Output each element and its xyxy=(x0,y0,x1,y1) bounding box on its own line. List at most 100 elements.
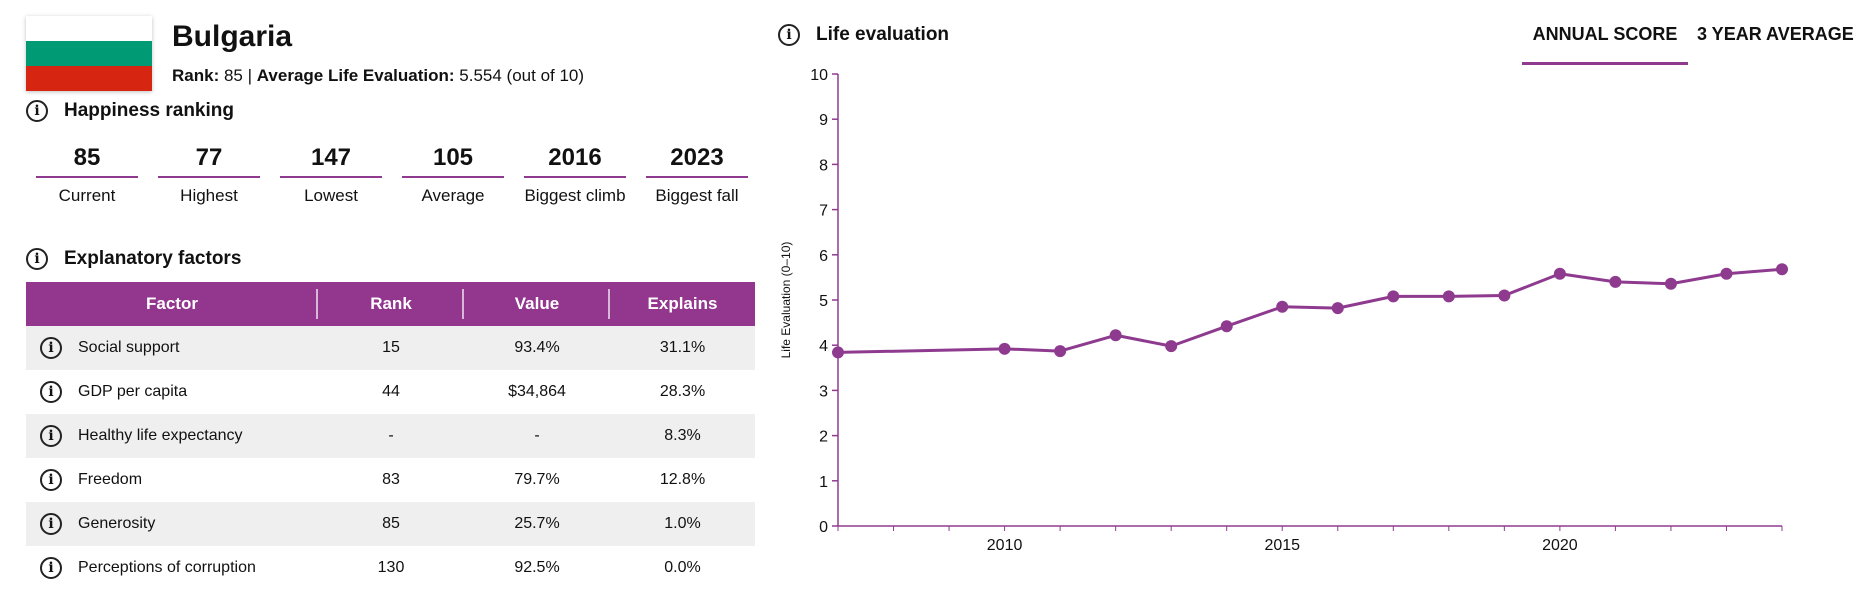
stat-highest: 77 Highest xyxy=(158,140,260,210)
column-header-factor: Factor xyxy=(26,282,318,326)
data-point xyxy=(832,346,844,359)
factor-rank: - xyxy=(318,414,464,458)
factor-rank: 44 xyxy=(382,383,400,400)
factor-value: 25.7% xyxy=(464,502,610,546)
column-header-value: Value xyxy=(464,282,610,326)
summary-separator: | xyxy=(247,66,253,85)
factor-rank: 85 xyxy=(318,502,464,546)
avg-label: Average Life Evaluation: xyxy=(256,66,455,85)
flag-stripe-white xyxy=(26,16,152,41)
stat-value: 2023 xyxy=(646,140,748,178)
rank-label: Rank: xyxy=(172,66,220,85)
y-tick-label: 10 xyxy=(810,67,828,84)
info-icon[interactable]: i xyxy=(26,248,48,270)
stat-value: 147 xyxy=(280,140,382,178)
flag-stripe-red xyxy=(26,66,152,91)
factor-name: Generosity xyxy=(78,515,156,532)
stat-label: Current xyxy=(58,186,116,205)
life-evaluation-chart: 0 1 2 3 4 5 6 7 8 9 10 2010 2015 2020 Life Evaluation … xyxy=(779,67,1788,554)
data-point xyxy=(1220,320,1233,333)
stat-value: 85 xyxy=(36,140,138,178)
stat-biggest-climb: 2016 Biggest climb xyxy=(524,140,626,210)
info-icon[interactable]: i xyxy=(40,381,62,403)
x-tick-label: 2010 xyxy=(987,537,1023,554)
data-point xyxy=(1442,290,1455,303)
y-tick-label: 2 xyxy=(819,429,828,446)
stat-biggest-fall: 2023 Biggest fall xyxy=(646,140,748,210)
factors-table-wrapper: Factor Rank Value Explains i Social suppo… xyxy=(26,282,755,590)
data-point xyxy=(998,342,1011,355)
stat-label: Biggest fall xyxy=(655,186,739,205)
y-tick-label: 0 xyxy=(819,519,828,536)
y-tick-label: 8 xyxy=(819,157,828,174)
tab-3-year-average[interactable]: 3 YEAR AVERAGE xyxy=(1697,24,1854,44)
data-point xyxy=(1276,300,1289,313)
factor-name: Social support xyxy=(78,339,180,356)
factor-rank: 130 xyxy=(377,559,405,576)
stat-value: 77 xyxy=(158,140,260,178)
factor-rank: 15 xyxy=(318,326,464,370)
country-summary: Rank: 85 | Average Life Evaluation: 5.55… xyxy=(172,66,584,86)
country-flag xyxy=(26,16,152,91)
factor-value: $34,864 xyxy=(508,383,566,400)
info-icon[interactable]: i xyxy=(40,557,62,579)
factor-name: Freedom xyxy=(78,471,143,488)
y-tick-label: 9 xyxy=(819,112,828,129)
info-icon[interactable]: i xyxy=(40,469,62,491)
y-tick-label: 4 xyxy=(819,338,828,355)
factor-rank: 83 xyxy=(382,471,400,488)
factor-name: GDP per capita xyxy=(78,383,188,400)
data-point xyxy=(1109,329,1122,342)
country-name: Bulgaria xyxy=(172,20,293,53)
column-header-explains: Explains xyxy=(610,282,755,326)
data-point xyxy=(1498,289,1511,302)
table-row: i Freedom 83 79.7% 12.8% xyxy=(26,458,755,502)
table-header-row: Factor Rank Value Explains xyxy=(26,282,755,326)
stat-current: 85 Current xyxy=(36,140,138,210)
factor-explains: 28.3% xyxy=(659,383,706,400)
factor-explains: 1.0% xyxy=(610,502,755,546)
factor-explains: 31.1% xyxy=(610,326,755,370)
stat-label: Highest xyxy=(180,186,238,205)
y-tick-label: 3 xyxy=(819,383,828,400)
x-tick-label: 2015 xyxy=(1264,537,1300,554)
tab-annual-score[interactable]: ANNUAL SCORE xyxy=(1522,24,1688,65)
info-icon[interactable]: i xyxy=(40,425,62,447)
data-point xyxy=(1553,267,1566,280)
stat-lowest: 147 Lowest xyxy=(280,140,382,210)
info-icon[interactable]: i xyxy=(40,513,62,535)
table-row: i Healthy life expectancy - - 8.3% xyxy=(26,414,755,458)
factor-name: Healthy life expectancy xyxy=(78,427,243,444)
factor-explains: 12.8% xyxy=(659,471,706,488)
info-icon[interactable]: i xyxy=(778,24,800,46)
table-row: i Generosity 85 25.7% 1.0% xyxy=(26,502,755,546)
life-evaluation-heading: i Life evaluation xyxy=(778,24,949,46)
data-point xyxy=(1776,263,1788,276)
stat-average: 105 Average xyxy=(402,140,504,210)
data-point xyxy=(1331,302,1344,315)
y-axis-label: Life Evaluation (0–10) xyxy=(779,242,793,359)
stat-value: 2016 xyxy=(524,140,626,178)
data-point xyxy=(1720,267,1733,280)
y-tick-label: 6 xyxy=(819,248,828,265)
factor-explains: 0.0% xyxy=(664,559,701,576)
stat-label: Average xyxy=(421,186,485,205)
info-icon[interactable]: i xyxy=(40,337,62,359)
x-tick-label: 2020 xyxy=(1542,537,1578,554)
factor-value: 92.5% xyxy=(514,559,560,576)
data-point xyxy=(1609,275,1622,288)
table-row: i GDP per capita 44 $34,864 28.3% xyxy=(26,370,755,414)
factor-value: 79.7% xyxy=(514,471,560,488)
happiness-ranking-stats: 85 Current 77 Highest 147 Lowest 105 Ave… xyxy=(36,140,748,210)
data-point xyxy=(1387,290,1400,303)
explanatory-factors-heading: i Explanatory factors xyxy=(26,248,241,270)
life-evaluation-title: Life evaluation xyxy=(816,24,950,45)
info-icon[interactable]: i xyxy=(26,100,48,122)
stat-value: 105 xyxy=(402,140,504,178)
data-point xyxy=(1664,277,1677,290)
rank-value: 85 xyxy=(223,66,243,85)
factors-table: Factor Rank Value Explains i Social suppo… xyxy=(26,282,755,590)
flag-stripe-green xyxy=(26,41,152,66)
factor-value: - xyxy=(464,414,610,458)
stat-label: Biggest climb xyxy=(524,186,626,205)
